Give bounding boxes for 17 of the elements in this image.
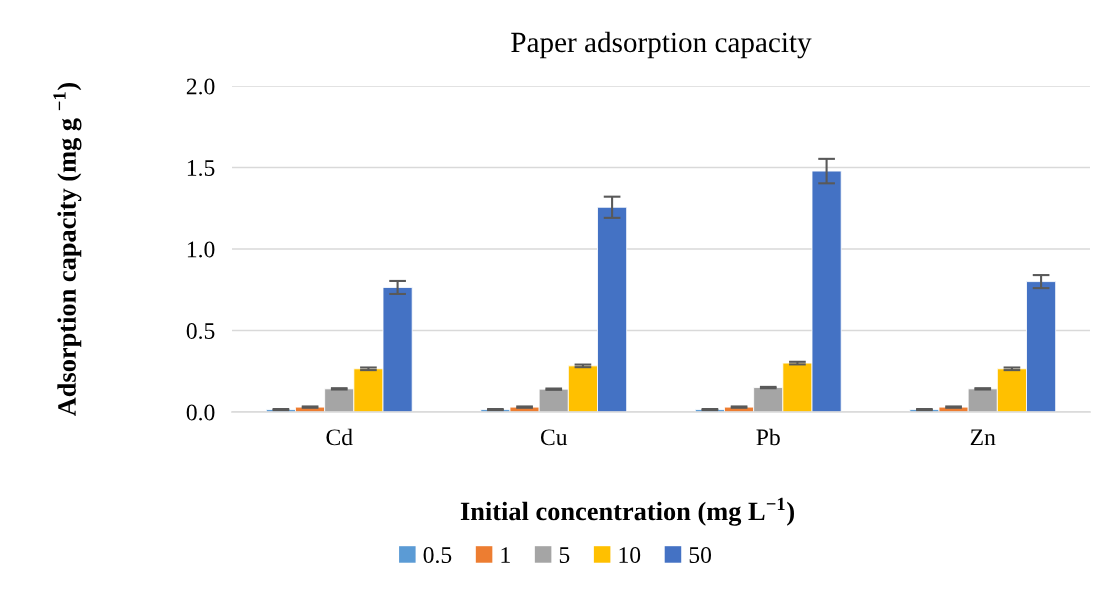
x-tick-label: Zn	[970, 429, 996, 446]
legend-label: 5	[559, 547, 570, 563]
legend-label: 1	[501, 547, 510, 563]
y-tick-label: 0.5	[186, 322, 215, 340]
x-tick-label: Cd	[326, 428, 353, 446]
legend-label: 50	[689, 547, 712, 563]
y-tick-label: 2.0	[186, 78, 215, 95]
x-axis-title: Initial concentration (mg L$^{−1}$)	[460, 497, 794, 526]
legend-label: 0.5	[423, 547, 452, 564]
legend-label: 10	[619, 547, 641, 563]
y-tick-label: 1.5	[187, 160, 215, 177]
y-axis-title: Adsorption capacity (mg g $^{−1}$)	[53, 83, 82, 417]
x-tick-label: Cu	[540, 429, 568, 446]
y-tick-label: 1.0	[187, 241, 215, 258]
x-tick-label: Pb	[756, 428, 780, 446]
y-tick-label: 0.0	[186, 404, 215, 421]
chart-title: Paper adsorption capacity	[511, 31, 812, 59]
